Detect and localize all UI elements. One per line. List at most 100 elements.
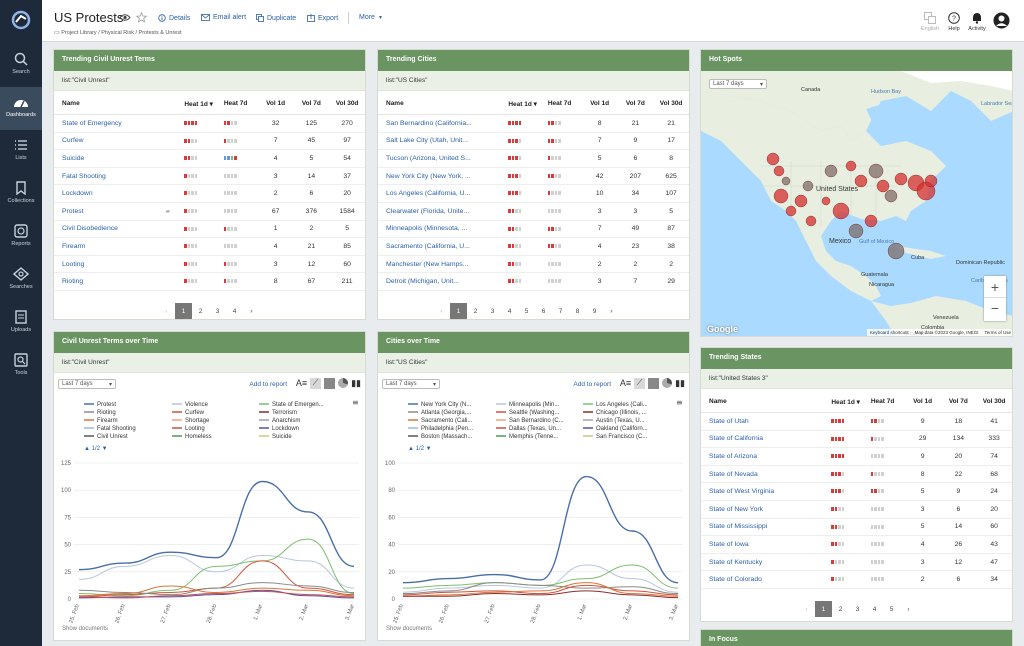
pager-page-button[interactable]: 4: [507, 307, 512, 315]
language-button[interactable]: English: [915, 12, 945, 32]
heat1d-col-header[interactable]: Heat 1d ▾: [508, 100, 537, 108]
row-name-link[interactable]: State of Colorado: [709, 576, 762, 584]
legend-item[interactable]: San Francisco (C...: [596, 434, 648, 440]
hotspot-marker[interactable]: [785, 205, 797, 217]
pager-next-button[interactable]: ›: [250, 307, 253, 315]
legend-item[interactable]: Suicide: [272, 434, 292, 440]
hotspot-map[interactable]: Canada Hudson Bay Labrador Sea United State…: [701, 71, 1012, 336]
table-row[interactable]: State of Arizona 9 20 74: [701, 448, 1012, 466]
legend-item[interactable]: Lockdown: [272, 426, 299, 432]
hotspot-marker[interactable]: [832, 202, 850, 220]
table-row[interactable]: Tucson (Arizona, United S... 5 6 8: [378, 150, 689, 168]
table-row[interactable]: San Bernardino (California... 8 21 21: [378, 115, 689, 133]
legend-item[interactable]: San Bernardino (C...: [509, 418, 564, 424]
add-to-report-link[interactable]: Add to report: [573, 381, 611, 388]
sort-desc-icon[interactable]: ▾: [854, 398, 860, 406]
series-line[interactable]: [78, 590, 355, 599]
table-row[interactable]: Detroit (Michigan, Unit... 3 7 29: [378, 273, 689, 291]
details-button[interactable]: Details: [158, 14, 190, 22]
chart-range-select[interactable]: Last 7 days ▾: [58, 379, 116, 389]
legend-item[interactable]: Los Angeles (Cali...: [596, 402, 648, 408]
legend-item[interactable]: Atlanta (Georgia,...: [421, 410, 472, 416]
row-name-link[interactable]: Clearwater (Florida, Unite...: [386, 207, 470, 215]
row-name-link[interactable]: New York City (New York, ...: [386, 172, 471, 180]
zoom-in-button[interactable]: +: [984, 276, 1006, 298]
table-row[interactable]: Curfew 7 45 97: [54, 133, 365, 151]
text-chart-icon[interactable]: A≡: [619, 378, 632, 388]
table-row[interactable]: State of New York 3 6 20: [701, 501, 1012, 519]
pager-page-button[interactable]: 9: [592, 307, 597, 315]
series-line[interactable]: [402, 475, 679, 584]
legend-item[interactable]: Boston (Massach...: [421, 434, 473, 440]
series-line[interactable]: [78, 538, 355, 597]
row-name-link[interactable]: San Bernardino (California...: [386, 119, 472, 127]
table-row[interactable]: Clearwater (Florida, Unite... 3 3 5: [378, 203, 689, 221]
line-chart-icon[interactable]: ⟋: [310, 378, 322, 389]
hotspot-marker[interactable]: [854, 174, 868, 188]
hotspot-marker[interactable]: [766, 152, 780, 166]
table-row[interactable]: Los Angeles (California, U... 10 34 107: [378, 185, 689, 203]
table-row[interactable]: State of Emergency 32 125 270: [54, 115, 365, 133]
row-name-link[interactable]: Los Angeles (California, U...: [386, 190, 471, 198]
export-button[interactable]: Export: [307, 14, 338, 22]
legend-item[interactable]: Civil Unrest: [97, 434, 128, 440]
legend-item[interactable]: Violence: [185, 402, 209, 408]
series-line[interactable]: [402, 564, 679, 589]
table-row[interactable]: Manchester (New Hamps... 2 2 2: [378, 256, 689, 274]
row-name-link[interactable]: Fatal Shooting: [62, 172, 106, 180]
row-name-link[interactable]: Manchester (New Hamps...: [386, 260, 469, 268]
hotspot-marker[interactable]: [802, 180, 814, 192]
table-row[interactable]: Fatal Shooting 3 14 37: [54, 168, 365, 186]
pager-prev-button[interactable]: ‹: [165, 307, 168, 315]
activity-button[interactable]: Activity: [962, 12, 992, 32]
row-name-link[interactable]: State of New York: [709, 505, 764, 513]
row-name-link[interactable]: State of Nevada: [709, 470, 758, 478]
comment-icon[interactable]: ▰: [165, 208, 171, 215]
hotspot-marker[interactable]: [924, 174, 938, 188]
star-icon[interactable]: [136, 12, 147, 23]
hotspot-marker[interactable]: [794, 194, 808, 208]
help-button[interactable]: ? Help: [939, 12, 969, 32]
keyboard-shortcuts-link[interactable]: Keyboard shortcuts: [869, 330, 909, 335]
table-row[interactable]: New York City (New York, ... 42 207 625: [378, 168, 689, 186]
legend-item[interactable]: Shortage: [185, 418, 210, 424]
table-row[interactable]: State of Utah 9 18 41: [701, 413, 1012, 431]
pager-page-button[interactable]: 2: [198, 307, 203, 315]
legend-pager[interactable]: ▲ 1/2 ▼: [84, 446, 108, 452]
table-row[interactable]: Firearm 4 21 85: [54, 238, 365, 256]
row-name-link[interactable]: State of West Virginia: [709, 488, 775, 496]
legend-item[interactable]: Protest: [97, 402, 116, 408]
more-button[interactable]: More ▼: [359, 14, 383, 21]
pager-page-button[interactable]: 4: [872, 605, 877, 613]
pager-page-button[interactable]: 5: [889, 605, 894, 613]
table-row[interactable]: State of Colorado 2 6 34: [701, 571, 1012, 589]
table-row[interactable]: Salt Lake City (Utah, Unit... 7 9 17: [378, 133, 689, 151]
pager-page-button[interactable]: 5: [524, 307, 529, 315]
hotspot-marker[interactable]: [848, 223, 864, 239]
legend-item[interactable]: Memphis (Tenne...: [509, 434, 559, 440]
row-name-link[interactable]: State of Emergency: [62, 119, 122, 127]
legend-item[interactable]: Minneapolis (Min...: [509, 402, 560, 408]
heat1d-col-header[interactable]: Heat 1d ▾: [831, 398, 860, 406]
row-name-link[interactable]: State of Utah: [709, 417, 749, 425]
row-name-link[interactable]: State of California: [709, 435, 764, 443]
series-line[interactable]: [78, 589, 355, 599]
sort-desc-icon[interactable]: ▾: [531, 100, 537, 108]
table-row[interactable]: Suicide 4 5 54: [54, 150, 365, 168]
series-line[interactable]: [402, 590, 679, 599]
sidebar-item-dashboards[interactable]: Dashboards: [0, 87, 42, 130]
sidebar-item-reports[interactable]: Reports: [0, 216, 42, 259]
table-row[interactable]: State of Iowa 4 26 43: [701, 536, 1012, 554]
hotspot-marker[interactable]: [781, 176, 791, 186]
legend-item[interactable]: Chicago (Illinois, ...: [596, 410, 647, 416]
heat1d-col-header[interactable]: Heat 1d ▾: [184, 100, 213, 108]
series-line[interactable]: [402, 582, 679, 597]
hotspot-marker[interactable]: [821, 196, 831, 206]
avatar[interactable]: [993, 12, 1010, 29]
table-row[interactable]: State of California 29 134 333: [701, 431, 1012, 449]
series-line[interactable]: [402, 582, 679, 595]
pager-page-button[interactable]: 1: [175, 303, 192, 319]
table-row[interactable]: State of West Virginia 5 9 24: [701, 483, 1012, 501]
hotspot-marker[interactable]: [868, 163, 884, 179]
pager-page-button[interactable]: 3: [855, 605, 860, 613]
